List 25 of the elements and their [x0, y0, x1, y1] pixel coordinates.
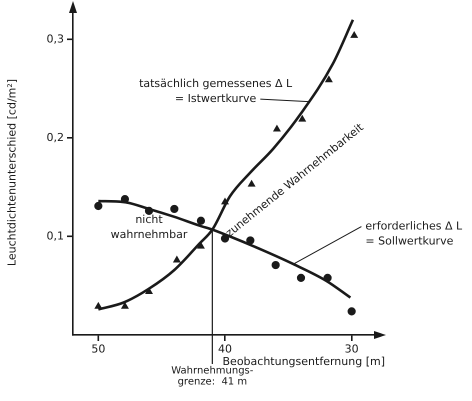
y-tick-label: 0,1	[46, 229, 64, 242]
annotation: tatsächlich gemessenes Δ L = Istwertkurve	[139, 76, 293, 105]
point	[196, 216, 206, 225]
point	[94, 202, 102, 210]
x-tick-label: 40	[218, 342, 232, 356]
y-tick-label: 0,3	[46, 32, 64, 46]
point	[272, 260, 280, 270]
annotation: erforderliches Δ L = Sollwertkurve	[365, 219, 464, 248]
point	[273, 125, 281, 132]
y-axis-title: Leuchtdichtenunterschied [cd/m²]	[5, 78, 18, 266]
point	[248, 180, 256, 187]
point	[296, 274, 306, 282]
x-axis-title: Beobachtungsentfernung [m]	[222, 354, 385, 368]
x-tick-label: 50	[91, 342, 106, 356]
point	[121, 302, 129, 309]
point	[173, 256, 180, 262]
annotation: nicht wahrnehmbar	[110, 213, 188, 242]
point	[298, 115, 306, 122]
point	[170, 204, 178, 214]
y-tick-label: 0,2	[46, 130, 64, 144]
point	[325, 76, 332, 82]
point	[348, 307, 356, 316]
point	[350, 32, 358, 38]
ref-line-label: Wahrnehmungs- grenze: 41 m	[171, 366, 254, 388]
x-tick-label: 30	[344, 342, 359, 356]
